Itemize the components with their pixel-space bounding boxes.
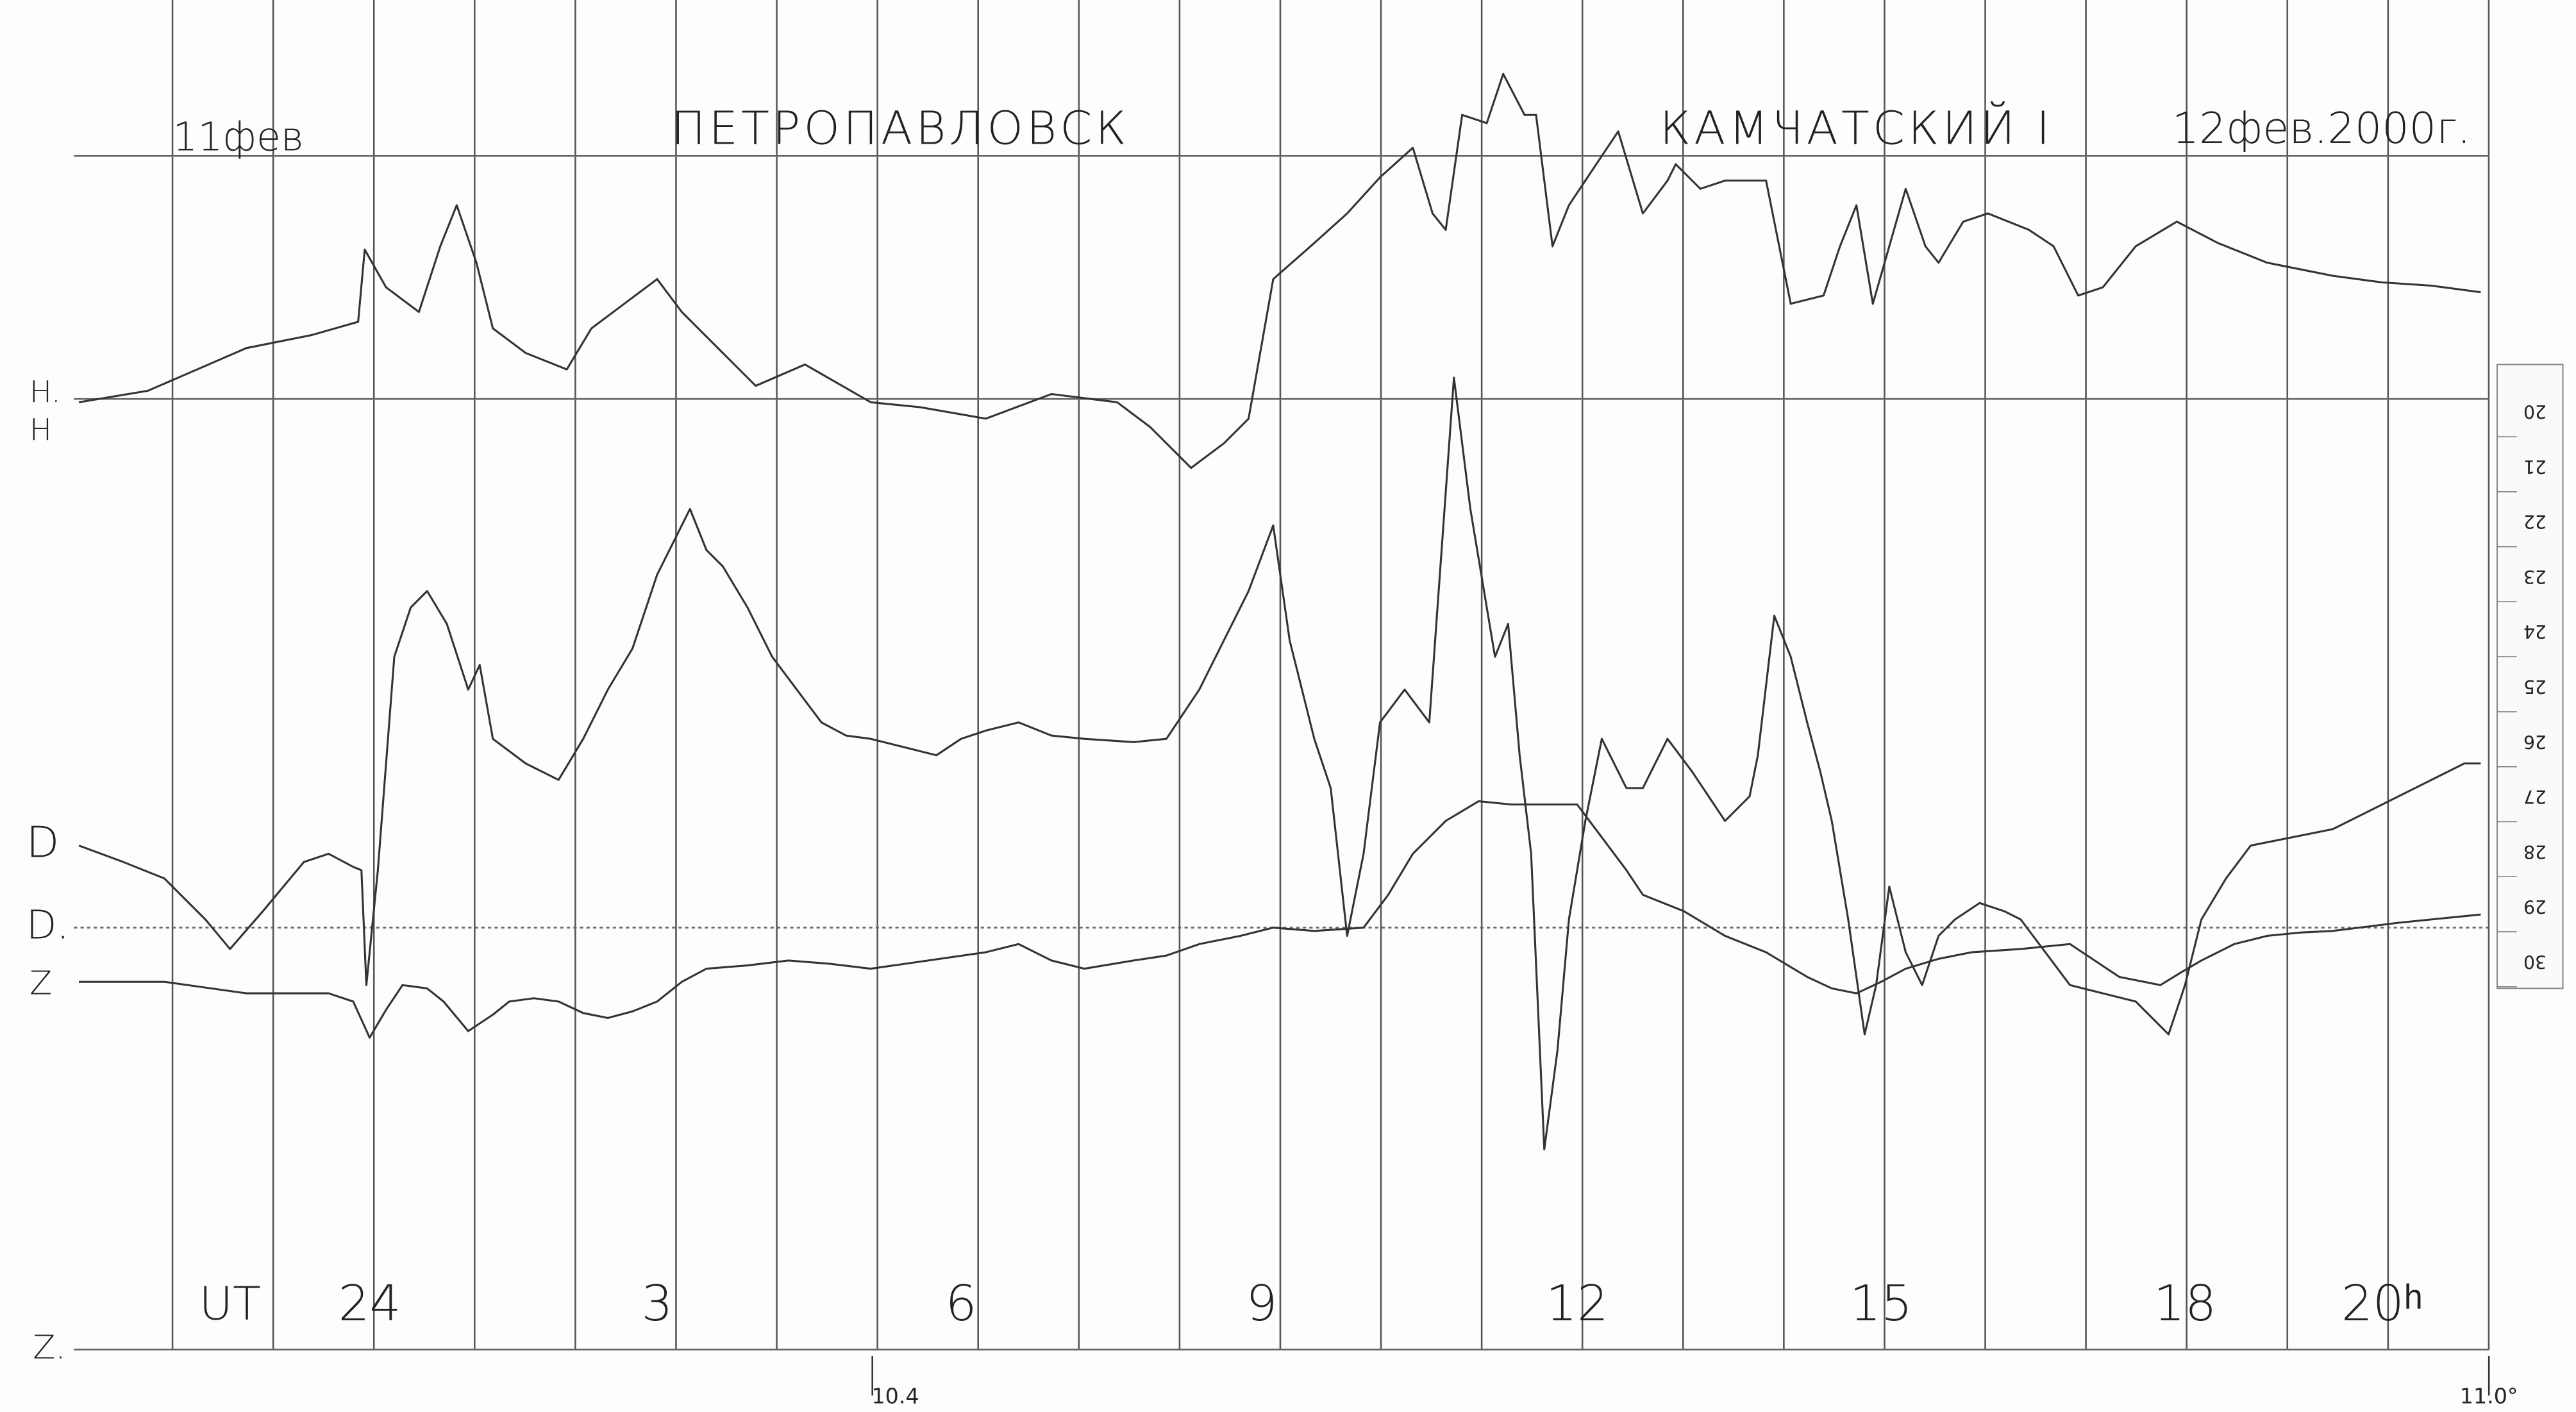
hour-label: 9	[1246, 1275, 1278, 1332]
hour-label: 20ʰ	[2341, 1275, 2423, 1332]
hour-grid	[171, 0, 2490, 1350]
trace-label: D	[26, 818, 59, 868]
trace-label: H	[29, 412, 52, 447]
scale-label: 21	[2523, 456, 2547, 477]
time-unit: UT	[199, 1277, 261, 1331]
scale-labels: 20 21 22 23 24 25 26 27 28 29 30	[2497, 401, 2547, 988]
scale-label: 23	[2523, 566, 2547, 587]
hour-label: 15	[1850, 1275, 1912, 1332]
station-title: ПЕТРОПАВЛОВСК	[671, 101, 1130, 155]
scale-strip	[2496, 364, 2564, 989]
scale-label: 25	[2523, 676, 2547, 697]
station-title: КАМЧАТСКИЙ I	[1660, 101, 2053, 155]
d-trace	[78, 376, 2481, 1150]
date-start: 11фев	[172, 115, 304, 160]
trace-label: Z	[29, 964, 52, 1002]
hour-label: 6	[946, 1275, 977, 1332]
date-end: 12фев.2000г.	[2172, 103, 2471, 153]
scale-label: 27	[2523, 786, 2547, 807]
scale-label: 28	[2523, 841, 2547, 862]
hour-label: 24	[339, 1275, 401, 1332]
scale-label: 26	[2523, 731, 2547, 752]
marker-label: 10.4	[871, 1383, 919, 1408]
scale-label: 20	[2523, 401, 2547, 422]
trace-label: H.	[29, 374, 61, 409]
trace-label: Z.	[33, 1329, 65, 1367]
h-trace	[78, 72, 2481, 469]
hour-label: 3	[642, 1275, 673, 1332]
z-trace	[79, 800, 2481, 1039]
scale-label: 29	[2523, 896, 2547, 917]
trace-label: D.	[26, 903, 69, 948]
marker-label: 11.0°	[2460, 1383, 2518, 1408]
scale-label: 24	[2523, 621, 2547, 642]
hour-label: 18	[2154, 1275, 2216, 1332]
scale-label: 30	[2523, 951, 2547, 972]
hour-label: 12	[1546, 1275, 1609, 1332]
time-axis: UT 24 3 6 9 12 15 18 20ʰ	[199, 1275, 2423, 1332]
scale-label: 22	[2523, 511, 2547, 532]
